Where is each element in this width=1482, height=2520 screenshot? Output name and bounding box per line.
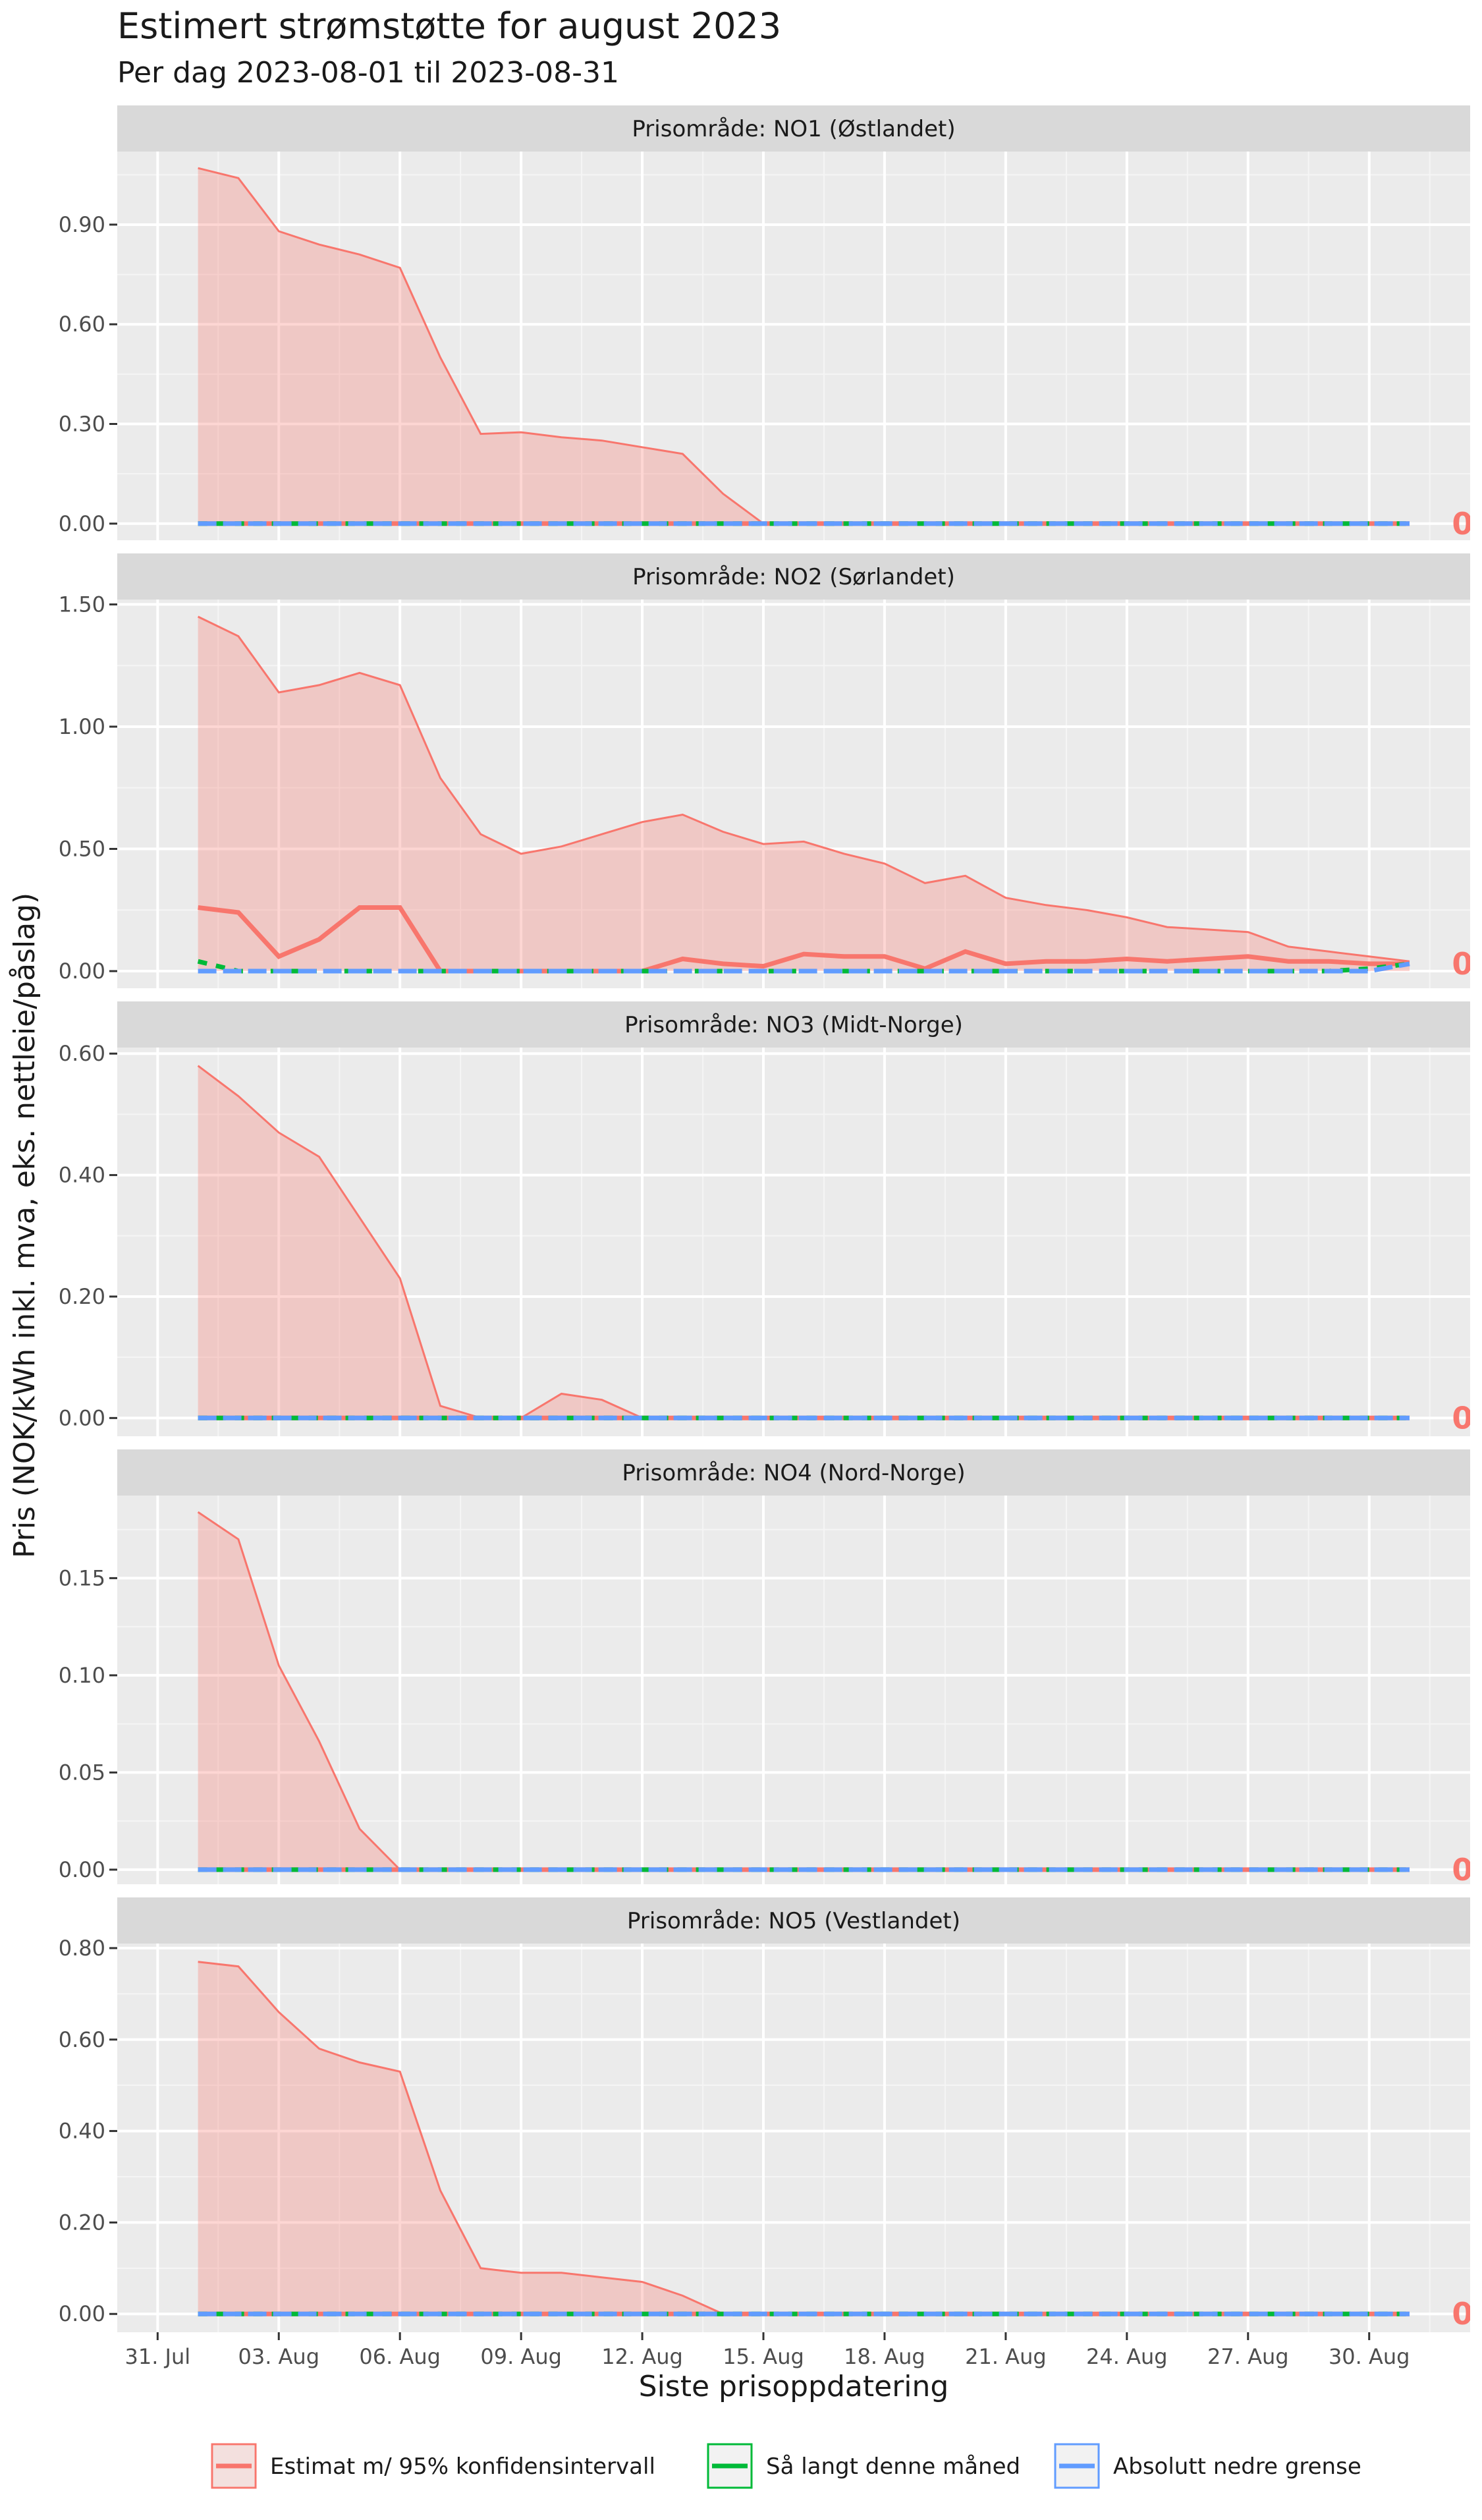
y-tick-label: 0.00 — [59, 2301, 105, 2326]
panel-1: Prisområde: NO1 (Østlandet) 0.00 0.30 0.60 0… — [59, 105, 1482, 542]
y-tick-label: 0.20 — [59, 1284, 105, 1309]
plot-background — [117, 1048, 1470, 1436]
y-tick-label: 0.40 — [59, 1163, 105, 1188]
y-tick-label: 0.00 — [59, 1857, 105, 1882]
plot-background — [117, 1496, 1470, 1884]
y-tick-label: 0.10 — [59, 1663, 105, 1688]
y-tick-label: 0.00 — [59, 511, 105, 536]
x-tick-label: 21. Aug — [965, 2344, 1047, 2369]
x-tick-label: 27. Aug — [1207, 2344, 1289, 2369]
y-tick-label: 0.60 — [59, 312, 105, 337]
panel-4: Prisområde: NO4 (Nord-Norge) 0.00 0.05 0.10… — [59, 1449, 1482, 1888]
estimate-line — [198, 905, 1410, 974]
x-tick-label: 15. Aug — [723, 2344, 804, 2369]
panel-3: Prisområde: NO3 (Midt-Norge) 0.00 0.20 0.40… — [59, 1001, 1482, 1436]
end-value-label: 0.00 — [1452, 506, 1482, 542]
end-value-label: 0.00 — [1452, 1852, 1482, 1888]
y-tick-label: 0.00 — [59, 959, 105, 984]
y-tick-label: 0.50 — [59, 836, 105, 861]
y-tick-label: 0.60 — [59, 1041, 105, 1066]
x-tick-label: 31. Jul — [124, 2344, 190, 2369]
y-tick-label: 1.50 — [59, 592, 105, 617]
x-tick-label: 03. Aug — [238, 2344, 319, 2369]
confidence-ribbon — [198, 617, 1410, 971]
strip-label: Prisområde: NO4 (Nord-Norge) — [622, 1460, 965, 1486]
legend-label: Estimat m/ 95% konfidensintervall — [270, 2453, 655, 2480]
panel-5: Prisområde: NO5 (Vestlandet) 0.00 0.20 0.40… — [59, 1897, 1482, 2332]
panel-strip — [117, 105, 1470, 152]
y-axis-title: Pris (NOK/kWh inkl. mva, eks. nettleie/p… — [8, 893, 41, 1558]
y-tick-label: 1.00 — [59, 714, 105, 739]
chart-subtitle: Per dag 2023-08-01 til 2023-08-31 — [117, 56, 620, 90]
plot-background — [117, 152, 1470, 540]
x-tick-label: 12. Aug — [601, 2344, 683, 2369]
x-tick-label: 09. Aug — [480, 2344, 562, 2369]
y-tick-label: 0.00 — [59, 1405, 105, 1430]
strip-label: Prisområde: NO2 (Sørlandet) — [632, 564, 955, 590]
legend-item: Absolutt nedre grense — [1054, 2443, 1361, 2489]
legend-item: Så langt denne måned — [707, 2443, 1020, 2489]
y-tick-label: 0.05 — [59, 1760, 105, 1785]
y-tick-label: 0.90 — [59, 212, 105, 237]
strip-label: Prisområde: NO1 (Østlandet) — [632, 116, 955, 142]
panel-2: Prisområde: NO2 (Sørlandet) 0.00 0.50 1.00 1… — [59, 553, 1482, 988]
strip-label: Prisområde: NO5 (Vestlandet) — [627, 1908, 960, 1934]
confidence-ribbon — [198, 1961, 1410, 2314]
x-tick-label: 06. Aug — [359, 2344, 441, 2369]
end-value-label: 0.00 — [1452, 1400, 1482, 1436]
panel-strip — [117, 1001, 1470, 1048]
y-tick-label: 0.20 — [59, 2210, 105, 2235]
y-tick-label: 0.40 — [59, 2119, 105, 2144]
x-tick-label: 18. Aug — [844, 2344, 925, 2369]
y-tick-label: 0.80 — [59, 1936, 105, 1961]
y-tick-label: 0.60 — [59, 2027, 105, 2052]
plot-background — [117, 1944, 1470, 2332]
x-axis-title: Siste prisoppdatering — [639, 2370, 949, 2403]
panel-strip — [117, 1449, 1470, 1496]
legend-item: Estimat m/ 95% konfidensintervall — [211, 2443, 655, 2489]
legend-label: Absolutt nedre grense — [1113, 2453, 1361, 2480]
x-tick-label: 30. Aug — [1329, 2344, 1410, 2369]
legend: Estimat m/ 95% konfidensintervall Så lang… — [211, 2443, 1361, 2489]
x-tick-label: 24. Aug — [1086, 2344, 1168, 2369]
end-value-label: 0.03 — [1452, 946, 1482, 982]
legend-label: Så langt denne måned — [766, 2453, 1020, 2480]
confidence-ribbon — [198, 168, 1410, 524]
strip-label: Prisområde: NO3 (Midt-Norge) — [624, 1012, 963, 1038]
end-value-label: 0.00 — [1452, 2296, 1482, 2332]
confidence-ribbon — [198, 1065, 1410, 1418]
panel-strip — [117, 1897, 1470, 1944]
y-tick-label: 0.30 — [59, 412, 105, 437]
panel-strip — [117, 553, 1470, 600]
y-tick-label: 0.15 — [59, 1565, 105, 1590]
upper-bound-line — [197, 615, 1410, 963]
confidence-ribbon — [198, 1512, 1410, 1870]
chart-title: Estimert strømstøtte for august 2023 — [117, 5, 782, 47]
lower-bound-line — [198, 961, 1410, 974]
